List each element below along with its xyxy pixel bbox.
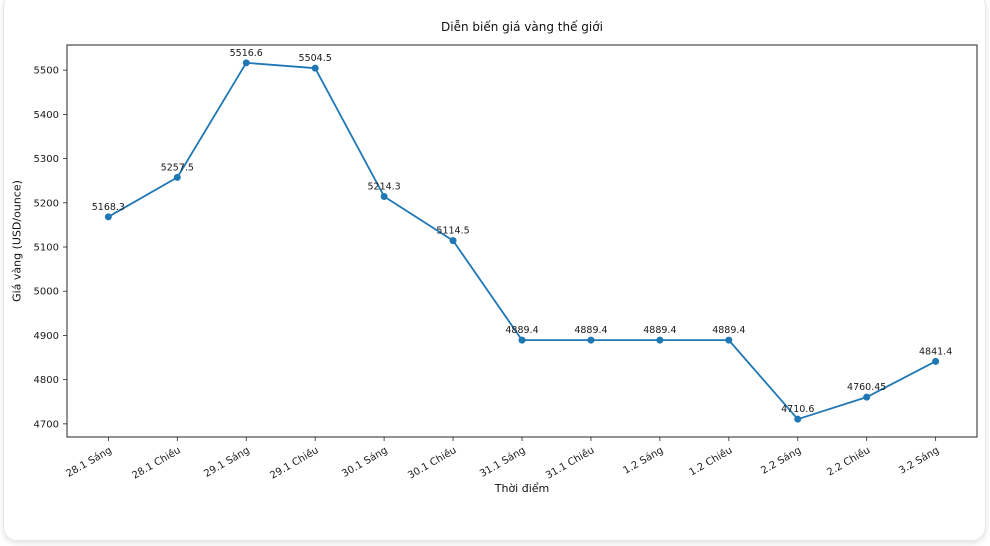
chart-title: Diễn biến giá vàng thế giới — [441, 20, 603, 34]
price-line — [107, 61, 937, 421]
x-tick-label: 29.1 Sáng — [202, 444, 252, 480]
y-tick-label: 4900 — [34, 331, 59, 342]
chart-card — [3, 0, 986, 541]
data-point — [518, 336, 526, 344]
x-tick-label: 2.2 Sáng — [759, 444, 803, 477]
y-tick-label: 4700 — [34, 419, 59, 430]
x-tick-label: 28.1 Sáng — [64, 444, 114, 480]
y-tick-label: 5100 — [34, 243, 59, 254]
x-tick-label: 31.1 Sáng — [478, 444, 528, 480]
data-point-label: 4889.4 — [574, 325, 607, 336]
x-tick-label: 1.2 Chiều — [687, 444, 734, 478]
data-point — [104, 213, 112, 221]
data-point-label: 5114.5 — [436, 226, 469, 237]
x-tick-label: 29.1 Chiều — [268, 444, 321, 481]
data-point — [725, 336, 733, 344]
data-point — [449, 237, 457, 245]
data-point — [173, 173, 181, 181]
data-point-label: 5168.3 — [92, 202, 125, 213]
data-point — [380, 192, 388, 200]
data-point — [242, 59, 250, 67]
data-point-label: 4841.4 — [919, 346, 952, 357]
x-tick-label: 28.1 Chiều — [130, 444, 183, 481]
data-point-label: 5516.6 — [230, 48, 263, 59]
data-point — [794, 415, 802, 423]
x-tick-label: 30.1 Chiều — [406, 444, 459, 481]
x-tick-label: 3.2 Sáng — [897, 444, 941, 477]
data-point-label: 4710.6 — [781, 404, 814, 415]
x-tick-label: 31.1 Chiều — [544, 444, 597, 481]
y-tick-label: 5300 — [34, 154, 59, 165]
data-point — [863, 393, 871, 401]
plot-border — [66, 44, 978, 438]
y-tick-label: 5400 — [34, 110, 59, 121]
data-point-label: 4889.4 — [643, 325, 676, 336]
data-point-label: 5504.5 — [299, 53, 332, 64]
y-tick-label: 5000 — [34, 287, 59, 298]
y-tick-label: 5200 — [34, 198, 59, 209]
x-tick-label: 30.1 Sáng — [340, 444, 390, 480]
data-point — [932, 357, 940, 365]
data-point-label: 5214.3 — [367, 181, 400, 192]
y-tick-label: 5500 — [34, 66, 59, 77]
data-point — [656, 336, 664, 344]
data-point-label: 4889.4 — [505, 325, 538, 336]
data-point-label: 4889.4 — [712, 325, 745, 336]
data-point-label: 5257.5 — [161, 162, 194, 173]
x-tick-label: 1.2 Sáng — [621, 444, 665, 477]
data-point-label: 4760.45 — [847, 382, 886, 393]
x-tick-label: 2.2 Chiều — [825, 444, 872, 478]
data-point — [587, 336, 595, 344]
x-axis-label: Thời điểm — [494, 482, 550, 495]
y-tick-label: 4800 — [34, 375, 59, 386]
data-point — [311, 64, 319, 72]
